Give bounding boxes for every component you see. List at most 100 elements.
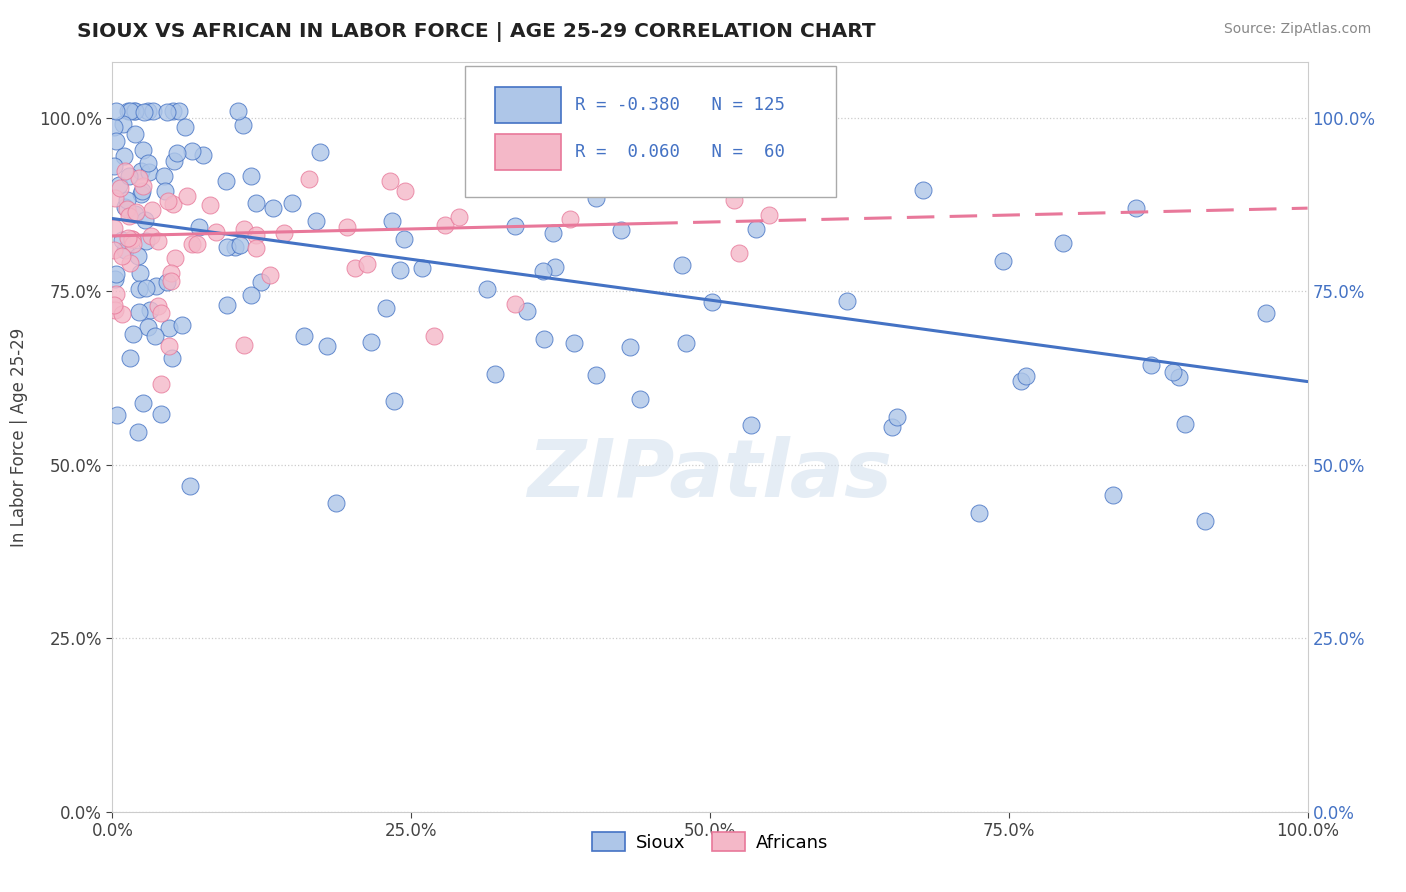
Point — [479, 145, 502, 160]
Point — [105, 267, 128, 281]
Point — [305, 214, 328, 228]
Point — [104, 302, 127, 317]
Point — [217, 240, 239, 254]
Point — [1194, 515, 1216, 529]
Point — [380, 174, 402, 188]
Text: SIOUX VS AFRICAN IN LABOR FORCE | AGE 25-29 CORRELATION CHART: SIOUX VS AFRICAN IN LABOR FORCE | AGE 25… — [77, 22, 876, 42]
Point — [114, 244, 136, 258]
Point — [132, 105, 155, 120]
Point — [262, 201, 284, 215]
Point — [173, 120, 195, 134]
Point — [118, 169, 141, 183]
Point — [162, 197, 184, 211]
Point — [125, 204, 148, 219]
Point — [141, 202, 163, 217]
Point — [394, 184, 416, 198]
Point — [128, 171, 150, 186]
Point — [245, 227, 267, 242]
Point — [135, 234, 157, 248]
Point — [114, 163, 136, 178]
Point — [232, 119, 254, 133]
Point — [112, 149, 135, 163]
Point — [129, 164, 152, 178]
Point — [155, 185, 177, 199]
Point — [138, 164, 160, 178]
Point — [103, 298, 125, 312]
FancyBboxPatch shape — [495, 87, 561, 123]
FancyBboxPatch shape — [495, 135, 561, 170]
Point — [136, 320, 159, 334]
Point — [675, 336, 697, 351]
Point — [156, 194, 179, 209]
Point — [104, 272, 127, 286]
Point — [541, 226, 564, 240]
Point — [117, 193, 139, 207]
Point — [149, 407, 172, 421]
Point — [159, 274, 181, 288]
Point — [382, 394, 405, 409]
Point — [132, 143, 155, 157]
Point — [112, 117, 135, 131]
Point — [967, 506, 990, 520]
Point — [541, 103, 564, 118]
Point — [167, 103, 190, 118]
Point — [1168, 369, 1191, 384]
Point — [423, 329, 446, 343]
Point — [160, 351, 183, 365]
Point — [128, 282, 150, 296]
Point — [131, 395, 153, 409]
Point — [124, 127, 146, 141]
Point — [475, 282, 498, 296]
Point — [180, 145, 202, 159]
Text: R = -0.380   N = 125: R = -0.380 N = 125 — [575, 96, 785, 114]
Point — [356, 257, 378, 271]
Point — [411, 261, 433, 276]
Point — [117, 209, 139, 223]
Point — [127, 425, 149, 440]
Point — [245, 196, 267, 211]
Point — [375, 301, 398, 315]
Point — [240, 169, 263, 183]
Point — [117, 103, 139, 118]
Point — [579, 103, 602, 118]
Point — [162, 103, 184, 118]
Point — [179, 479, 201, 493]
Point — [1052, 236, 1074, 251]
Point — [503, 219, 526, 233]
Point — [108, 178, 131, 193]
Point — [240, 288, 263, 302]
Point — [104, 134, 127, 148]
Point — [229, 237, 252, 252]
Point — [124, 103, 146, 118]
Point — [585, 368, 607, 382]
Point — [259, 268, 281, 283]
Point — [484, 367, 506, 381]
Point — [146, 234, 169, 248]
Point — [316, 339, 339, 353]
Point — [880, 420, 903, 434]
Point — [160, 266, 183, 280]
Point — [886, 409, 908, 424]
Point — [127, 250, 149, 264]
Point — [176, 189, 198, 203]
Point — [531, 263, 554, 277]
Point — [156, 105, 179, 120]
Point — [281, 196, 304, 211]
Point — [132, 179, 155, 194]
Point — [134, 213, 156, 227]
Point — [1125, 202, 1147, 216]
Point — [181, 236, 204, 251]
Point — [991, 253, 1014, 268]
Point — [165, 251, 187, 265]
Point — [226, 103, 249, 118]
Point — [111, 249, 134, 263]
Point — [103, 120, 125, 135]
Point — [188, 219, 211, 234]
Point — [191, 147, 214, 161]
Point — [544, 260, 567, 274]
Point — [157, 339, 180, 353]
Point — [120, 103, 142, 118]
Point — [135, 281, 157, 295]
Point — [516, 303, 538, 318]
Point — [103, 159, 125, 173]
